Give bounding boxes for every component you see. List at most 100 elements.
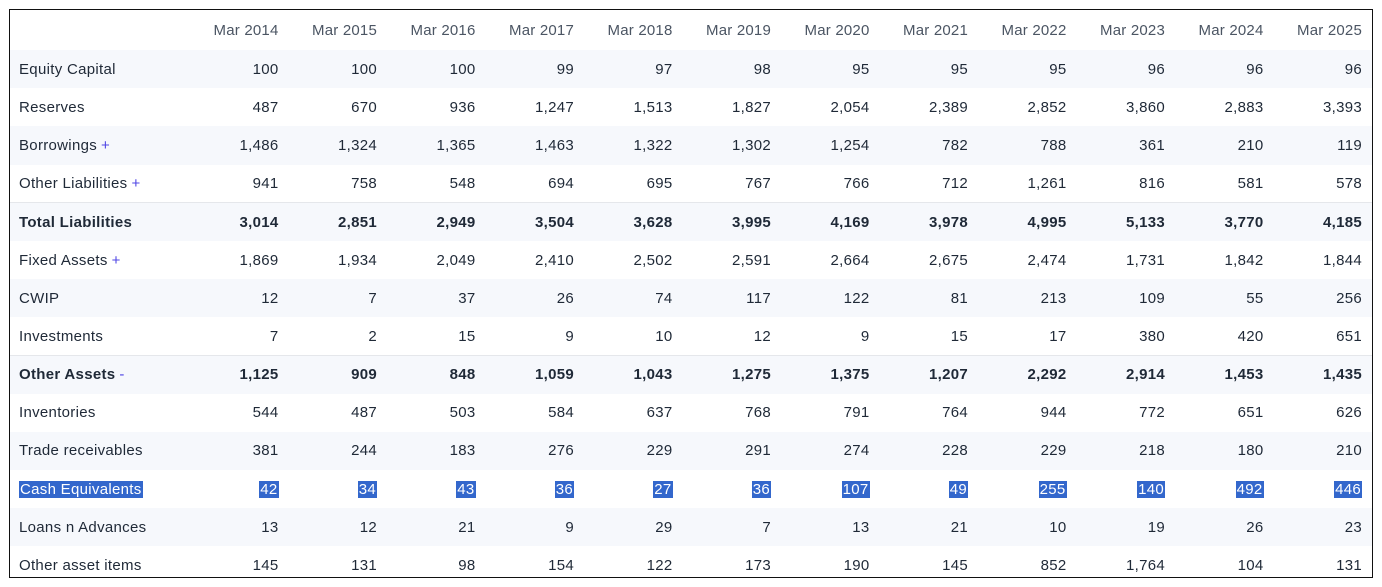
cell-value: 95 — [1049, 60, 1067, 78]
value-cell: 117 — [682, 279, 781, 318]
value-cell: 1,453 — [1175, 354, 1274, 394]
cell-value: 109 — [1139, 289, 1165, 307]
cell-value: 694 — [548, 174, 574, 192]
table-row: Cash Equivalents 42 34 43 36 27 36 107 49 255 140 4… — [10, 470, 1372, 508]
cell-value: 274 — [843, 442, 870, 460]
cell-value: 2,591 — [731, 251, 771, 269]
cell-value: 2,851 — [337, 213, 377, 231]
cell-value: 10 — [1049, 518, 1067, 536]
expand-row-button[interactable]: + — [101, 136, 111, 154]
cell-value: 13 — [852, 518, 870, 536]
cell-value: 100 — [449, 60, 476, 78]
cell-value: 1,486 — [239, 136, 279, 154]
cell-value: 74 — [655, 289, 673, 307]
cell-value: 2,675 — [928, 251, 968, 269]
value-cell: 3,628 — [584, 202, 683, 241]
value-cell: 95 — [781, 50, 880, 89]
value-cell: 13 — [190, 508, 289, 547]
balance-sheet-table: Mar 2014 Mar 2015 Mar 2016 Mar 2017 Mar 2018… — [10, 10, 1373, 577]
value-cell: 131 — [289, 546, 388, 577]
cell-value: 131 — [351, 557, 377, 575]
cell-value: 17 — [1049, 327, 1067, 345]
value-cell: 764 — [880, 394, 979, 432]
cell-value: 96 — [1344, 60, 1362, 78]
cell-value: 3,995 — [731, 213, 771, 231]
value-cell: 768 — [683, 394, 782, 432]
cell-value: 758 — [351, 174, 377, 192]
value-cell: 104 — [1175, 546, 1274, 577]
cell-value: 767 — [745, 174, 771, 192]
value-cell: 119 — [1273, 126, 1372, 165]
row-label: Reserves — [19, 98, 85, 116]
value-cell: 670 — [289, 88, 388, 126]
cell-value: 13 — [261, 518, 279, 536]
cell-value: 2,664 — [830, 251, 870, 269]
header-label-cell — [10, 10, 190, 50]
value-cell: 420 — [1175, 317, 1274, 355]
cell-value: 782 — [942, 136, 968, 154]
cell-value: 276 — [548, 442, 574, 460]
value-cell: 1,207 — [879, 354, 978, 394]
cell-value: 96 — [1147, 60, 1165, 78]
cell-value: 2,502 — [633, 251, 673, 269]
value-cell: 1,764 — [1077, 546, 1176, 577]
value-cell: 361 — [1076, 126, 1175, 165]
cell-value: 1,059 — [534, 366, 574, 384]
cell-value: 2,852 — [1027, 98, 1067, 116]
value-cell: 36 — [683, 470, 782, 508]
cell-value: 2,049 — [436, 251, 476, 269]
value-cell: 210 — [1273, 431, 1372, 471]
column-header: Mar 2014 — [213, 21, 279, 39]
cell-value: 9 — [565, 518, 574, 536]
table-row[interactable]: Other Liabilities +941 758 548 694 695 767 766 7… — [10, 165, 1372, 203]
cell-value: 104 — [1237, 557, 1264, 575]
value-cell: 651 — [1274, 317, 1373, 355]
cell-value: 2,474 — [1027, 251, 1067, 269]
row-label: Total Liabilities — [19, 213, 133, 231]
value-cell: 17 — [978, 317, 1077, 355]
value-cell: 581 — [1175, 165, 1274, 203]
cell-value: 100 — [252, 60, 279, 78]
value-cell: 380 — [1077, 317, 1176, 355]
value-cell: 1,261 — [978, 165, 1077, 203]
cell-value: 1,764 — [1125, 557, 1165, 575]
cell-value: 210 — [1237, 136, 1264, 154]
table-row[interactable]: Fixed Assets +1,869 1,934 2,049 2,410 2,502 2,… — [10, 241, 1372, 279]
cell-value: 2,914 — [1125, 366, 1165, 384]
value-cell: 218 — [1076, 431, 1175, 471]
expand-row-button[interactable]: + — [131, 174, 141, 192]
cell-value: 548 — [449, 174, 476, 192]
table-row[interactable]: Borrowings +1,486 1,324 1,365 1,463 1,322 1,30… — [10, 126, 1372, 165]
cell-value: 23 — [1344, 518, 1362, 536]
cell-value: 9 — [860, 327, 870, 345]
row-label-cell: Other Liabilities + — [10, 165, 190, 203]
cell-value: 95 — [950, 60, 968, 78]
cell-value: 36 — [751, 480, 771, 498]
cell-value: 1,302 — [731, 136, 771, 154]
value-cell: 944 — [978, 394, 1077, 432]
expand-row-button[interactable]: + — [111, 251, 121, 269]
cell-value: 49 — [948, 480, 968, 498]
value-cell: 1,254 — [781, 126, 880, 165]
cell-value: 1,261 — [1027, 174, 1067, 192]
cell-value: 3,504 — [534, 213, 574, 231]
row-label-cell: Other Assets - — [10, 354, 190, 394]
value-cell: 2,914 — [1076, 354, 1175, 394]
collapse-row-button[interactable]: - — [119, 366, 125, 384]
value-cell: 1,513 — [584, 88, 683, 126]
value-cell: 21 — [879, 508, 978, 547]
value-cell: 122 — [584, 546, 683, 577]
value-cell: 852 — [978, 546, 1077, 577]
table-row[interactable]: Other Assets - 1,125 909 848 1,059 1,043 1,275 1… — [10, 354, 1372, 394]
value-cell: 228 — [879, 431, 978, 471]
value-cell: 909 — [288, 354, 387, 394]
cell-value: 4,169 — [830, 213, 870, 231]
cell-value: 2 — [368, 327, 377, 345]
value-cell: 145 — [190, 546, 289, 577]
cell-value: 95 — [852, 60, 870, 78]
value-cell: 244 — [288, 431, 387, 471]
value-cell: 29 — [584, 508, 683, 547]
cell-value: 244 — [351, 442, 377, 460]
cell-value: 1,322 — [633, 136, 673, 154]
cell-value: 55 — [1246, 289, 1264, 307]
